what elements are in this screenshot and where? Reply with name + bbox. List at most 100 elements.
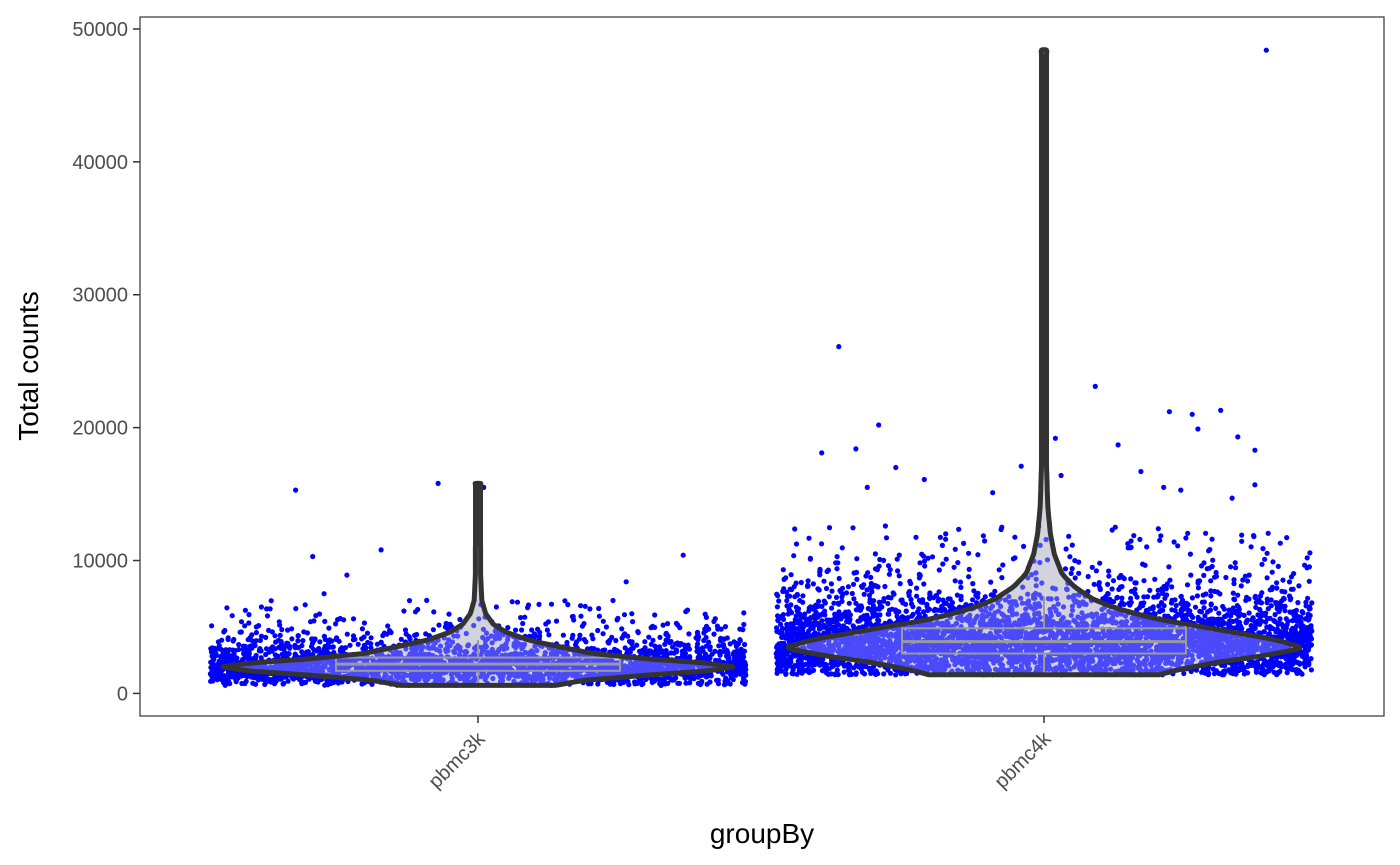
data-point bbox=[295, 638, 301, 644]
data-point bbox=[606, 639, 612, 645]
data-point bbox=[1262, 556, 1268, 562]
outlier-point bbox=[578, 603, 584, 609]
data-point bbox=[436, 622, 442, 628]
data-point bbox=[691, 675, 697, 682]
data-point bbox=[210, 667, 216, 674]
data-point bbox=[333, 621, 339, 627]
data-point bbox=[589, 632, 595, 638]
data-point bbox=[881, 671, 887, 677]
data-point bbox=[596, 613, 603, 619]
data-point bbox=[886, 571, 893, 577]
outlier-point bbox=[310, 553, 316, 560]
data-point bbox=[331, 679, 337, 686]
data-point bbox=[280, 643, 286, 649]
data-point bbox=[562, 598, 568, 604]
data-point bbox=[258, 633, 265, 639]
data-point bbox=[636, 648, 643, 654]
data-point bbox=[514, 599, 521, 605]
data-point bbox=[312, 636, 318, 642]
data-point bbox=[851, 665, 857, 671]
data-point bbox=[937, 534, 944, 540]
outlier-point bbox=[424, 597, 430, 604]
data-point bbox=[251, 639, 257, 645]
data-point bbox=[334, 635, 340, 641]
data-point bbox=[270, 644, 276, 650]
data-point bbox=[925, 555, 931, 561]
data-point bbox=[695, 631, 701, 637]
data-point bbox=[1207, 546, 1213, 553]
outlier-point bbox=[378, 547, 384, 553]
data-point bbox=[683, 609, 689, 615]
data-point bbox=[922, 563, 928, 569]
data-point bbox=[805, 578, 811, 584]
data-point bbox=[821, 578, 827, 584]
data-point bbox=[614, 617, 620, 623]
data-point bbox=[355, 641, 361, 647]
data-point bbox=[952, 578, 958, 584]
data-point bbox=[242, 607, 248, 613]
data-point bbox=[282, 649, 288, 655]
data-point bbox=[1110, 578, 1117, 584]
data-point bbox=[1157, 537, 1163, 543]
data-point bbox=[628, 660, 634, 666]
data-point bbox=[423, 631, 429, 637]
data-point bbox=[1271, 618, 1277, 624]
data-point bbox=[659, 649, 665, 655]
data-point bbox=[227, 647, 233, 653]
data-point bbox=[578, 673, 584, 680]
data-point bbox=[547, 675, 553, 681]
data-point bbox=[293, 606, 299, 612]
data-point bbox=[378, 639, 384, 645]
data-point bbox=[1147, 587, 1153, 594]
data-point bbox=[921, 581, 927, 587]
data-point bbox=[637, 679, 644, 685]
data-point bbox=[834, 566, 840, 572]
data-point bbox=[225, 636, 231, 643]
data-point bbox=[1286, 579, 1293, 585]
data-point bbox=[1195, 585, 1201, 591]
data-point bbox=[364, 630, 371, 636]
data-point bbox=[1239, 538, 1245, 544]
data-point bbox=[1209, 563, 1215, 570]
data-point bbox=[243, 678, 249, 684]
data-point bbox=[238, 629, 244, 635]
data-point bbox=[231, 671, 237, 677]
data-point bbox=[701, 630, 707, 636]
data-point bbox=[268, 598, 274, 604]
data-point bbox=[791, 553, 797, 559]
data-point bbox=[733, 640, 739, 646]
data-point bbox=[1184, 582, 1191, 588]
data-point bbox=[706, 639, 712, 645]
data-point bbox=[660, 622, 666, 628]
data-point bbox=[673, 647, 680, 653]
data-point bbox=[335, 680, 341, 686]
data-point bbox=[505, 625, 511, 631]
data-point bbox=[1152, 576, 1158, 582]
data-point bbox=[276, 637, 282, 643]
data-point bbox=[716, 643, 722, 649]
data-point bbox=[706, 656, 712, 662]
data-point bbox=[1173, 602, 1179, 609]
data-point bbox=[239, 680, 245, 687]
data-point bbox=[245, 637, 251, 643]
data-point bbox=[910, 604, 916, 610]
violin-pbmc3k bbox=[223, 483, 733, 686]
data-point bbox=[241, 672, 247, 678]
data-point bbox=[711, 631, 717, 637]
data-point bbox=[341, 646, 347, 652]
data-point bbox=[232, 648, 238, 654]
data-point bbox=[849, 590, 855, 597]
data-point bbox=[279, 675, 285, 682]
data-point bbox=[1246, 610, 1252, 616]
data-point bbox=[613, 637, 619, 644]
data-point bbox=[646, 648, 652, 654]
data-point bbox=[1208, 602, 1214, 608]
data-point bbox=[219, 637, 225, 643]
data-point bbox=[457, 616, 463, 623]
data-point bbox=[703, 623, 710, 629]
data-point bbox=[741, 621, 747, 628]
data-point bbox=[1089, 564, 1095, 570]
data-point bbox=[1133, 580, 1139, 586]
data-point bbox=[595, 627, 601, 634]
data-point bbox=[313, 613, 319, 619]
